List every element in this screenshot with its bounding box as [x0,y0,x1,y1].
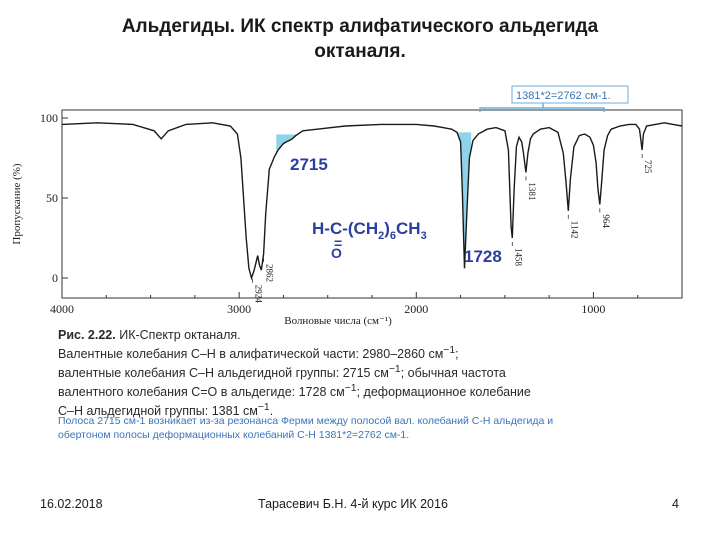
peak-label: 2862 [265,264,275,282]
plot-frame [61,109,683,299]
y-tick-label: 0 [52,271,58,285]
page-number: 4 [672,497,679,511]
peak-label: 964 [601,214,611,228]
title-line-2: октаналя. [314,41,406,62]
y-tick-label: 100 [40,111,58,125]
svg-text:H-C-(CH2)6CH3: H-C-(CH2)6CH3 [312,219,427,242]
x-axis-ticks: 4000 3000 2000 1000 [50,292,683,316]
fill-band-2715 [276,134,298,154]
slide-title: Альдегиды. ИК спектр алифатического альд… [0,14,720,64]
caption-line-4: валентного колебания С=О в альдегиде: 17… [58,383,531,400]
caption-line-1: Рис. 2.22. ИК-Спектр октаналя. [58,327,708,343]
figure-caption: Рис. 2.22. ИК-Спектр октаналя. Валентные… [58,327,708,420]
overtone-callout-box [511,85,629,104]
caption-line-5: С–Н альдегидной группы: 1381 см−1. [58,402,274,419]
y-axis-ticks: 100 50 0 [40,111,68,285]
overtone-callout-text: 1381*2=2762 см-1. [516,90,611,102]
peak-label: 1458 [513,248,523,267]
y-axis-label: Пропускание (%) [11,163,23,245]
x-tick-label: 4000 [50,302,74,316]
caption-line-2: Валентные колебания С–Н в алифатической … [58,345,459,362]
peak-label: 2924 [254,285,264,304]
band-2715-label: 2715 [290,155,328,174]
x-tick-label: 1000 [581,302,605,316]
fig-title: ИК-Спектр октаналя. [119,328,241,342]
x-tick-label: 2000 [404,302,428,316]
svg-text:O: O [331,245,342,261]
fig-label: Рис. 2.22. [58,328,116,342]
x-tick-label: 3000 [227,302,251,316]
highlighted-bands [276,132,472,269]
title-line-1: Альдегиды. ИК спектр алифатического альд… [121,16,599,37]
fermi-resonance-note: Полоса 2715 см-1 возникает из-за резонан… [58,414,708,442]
octanal-formula: H-C-(CH2)6CH3 = O [312,219,427,261]
footer-author: Тарасевич Б.Н. 4-й курс ИК 2016 [258,497,448,511]
svg-text:=: = [334,235,342,251]
spectrum-line [61,122,683,281]
y-tick-label: 50 [46,191,58,205]
x-axis-label: Волновые числа (см⁻¹) [284,315,392,327]
peak-label: 1381 [527,182,537,200]
note-line-1: Полоса 2715 см-1 возникает из-за резонан… [58,415,554,427]
note-line-2: обертоном полосы деформационных колебани… [58,429,410,441]
caption-line-3: валентные колебания С–Н альдегидной груп… [58,364,506,381]
fill-band-1728 [457,132,472,269]
overtone-callout-bracket [479,103,605,112]
band-1728-label: 1728 [464,247,502,266]
footer-date: 16.02.2018 [40,497,103,511]
peak-label: 1142 [569,221,579,239]
peak-label: 725 [643,160,653,174]
